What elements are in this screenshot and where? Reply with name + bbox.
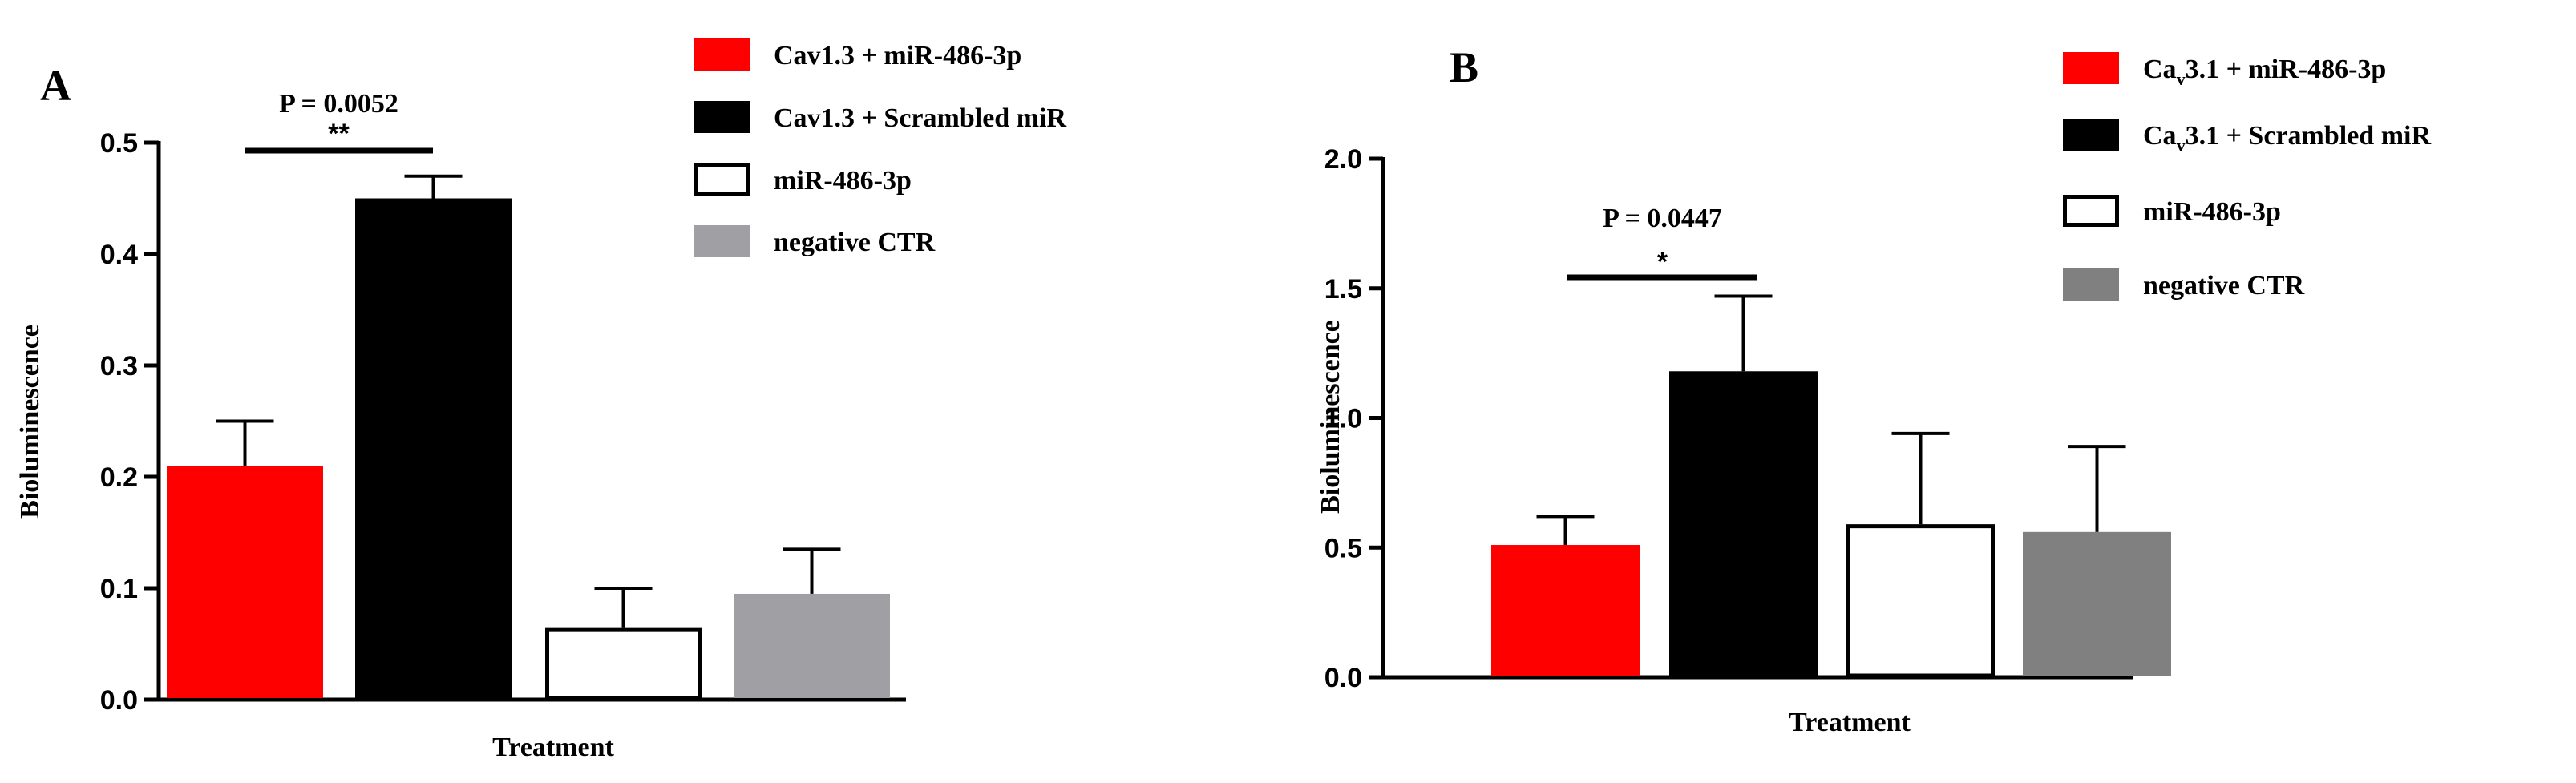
y-tick-label: 0.3 (100, 351, 138, 381)
p-value-label: P = 0.0447 (1603, 204, 1722, 233)
y-tick-label: 0.0 (1324, 663, 1362, 693)
legend-swatch (694, 38, 750, 71)
x-axis-title: Treatment (1789, 708, 1911, 737)
legend-swatch (694, 225, 750, 257)
panel-b: B 0.0 0.5 1.0 1.5 2.0 Bioluminescence Treatment… (1316, 43, 2431, 737)
y-tick-label: 0.2 (100, 462, 138, 493)
legend-label: Cav3.1 + miR-486-3p (2143, 54, 2386, 89)
significance-stars: ** (328, 119, 350, 149)
p-value-label: P = 0.0052 (279, 89, 398, 119)
bar (355, 198, 512, 698)
bar (734, 593, 890, 698)
bar (1846, 524, 1995, 678)
bar (1491, 545, 1640, 676)
y-tick-label: 0.0 (100, 685, 138, 716)
bar (2023, 531, 2171, 676)
bar (1669, 371, 1818, 676)
legend-swatch (2063, 52, 2119, 84)
legend-label: Cav3.1 + Scrambled miR (2143, 121, 2431, 155)
legend-swatch (2063, 195, 2119, 227)
legend-label: miR-486-3p (2143, 197, 2281, 227)
y-axis-title: Bioluminescence (1316, 320, 1345, 514)
bar (167, 466, 323, 698)
y-tick-label: 0.4 (100, 240, 138, 270)
bar (545, 627, 702, 700)
panel-a: A 0.0 0.1 0.2 0.3 0.4 0.5 Bioluminescence Treatm… (15, 38, 1066, 762)
y-tick-label: 1.5 (1324, 274, 1362, 305)
y-tick-label: 0.5 (100, 128, 138, 159)
legend-label: Cav1.3 + Scrambled miR (774, 103, 1066, 133)
legend-swatch (2063, 119, 2119, 151)
legend-label: negative CTR (2143, 271, 2305, 301)
y-tick-label: 0.5 (1324, 533, 1362, 563)
y-tick-label: 0.1 (100, 574, 138, 604)
legend-label: negative CTR (774, 228, 936, 257)
significance-stars: * (1657, 247, 1668, 277)
legend-swatch (2063, 268, 2119, 301)
panel-letter: B (1450, 43, 1478, 91)
legend-label: miR-486-3p (774, 166, 912, 196)
panel-letter: A (40, 62, 71, 110)
x-axis-title: Treatment (492, 733, 614, 762)
legend-swatch (694, 163, 750, 196)
y-tick-label: 1.0 (1324, 404, 1362, 434)
legend-label: Cav1.3 + miR-486-3p (774, 41, 1021, 71)
y-axis-title: Bioluminescence (15, 325, 45, 519)
legend-swatch (694, 101, 750, 133)
y-tick-label: 2.0 (1324, 144, 1362, 175)
